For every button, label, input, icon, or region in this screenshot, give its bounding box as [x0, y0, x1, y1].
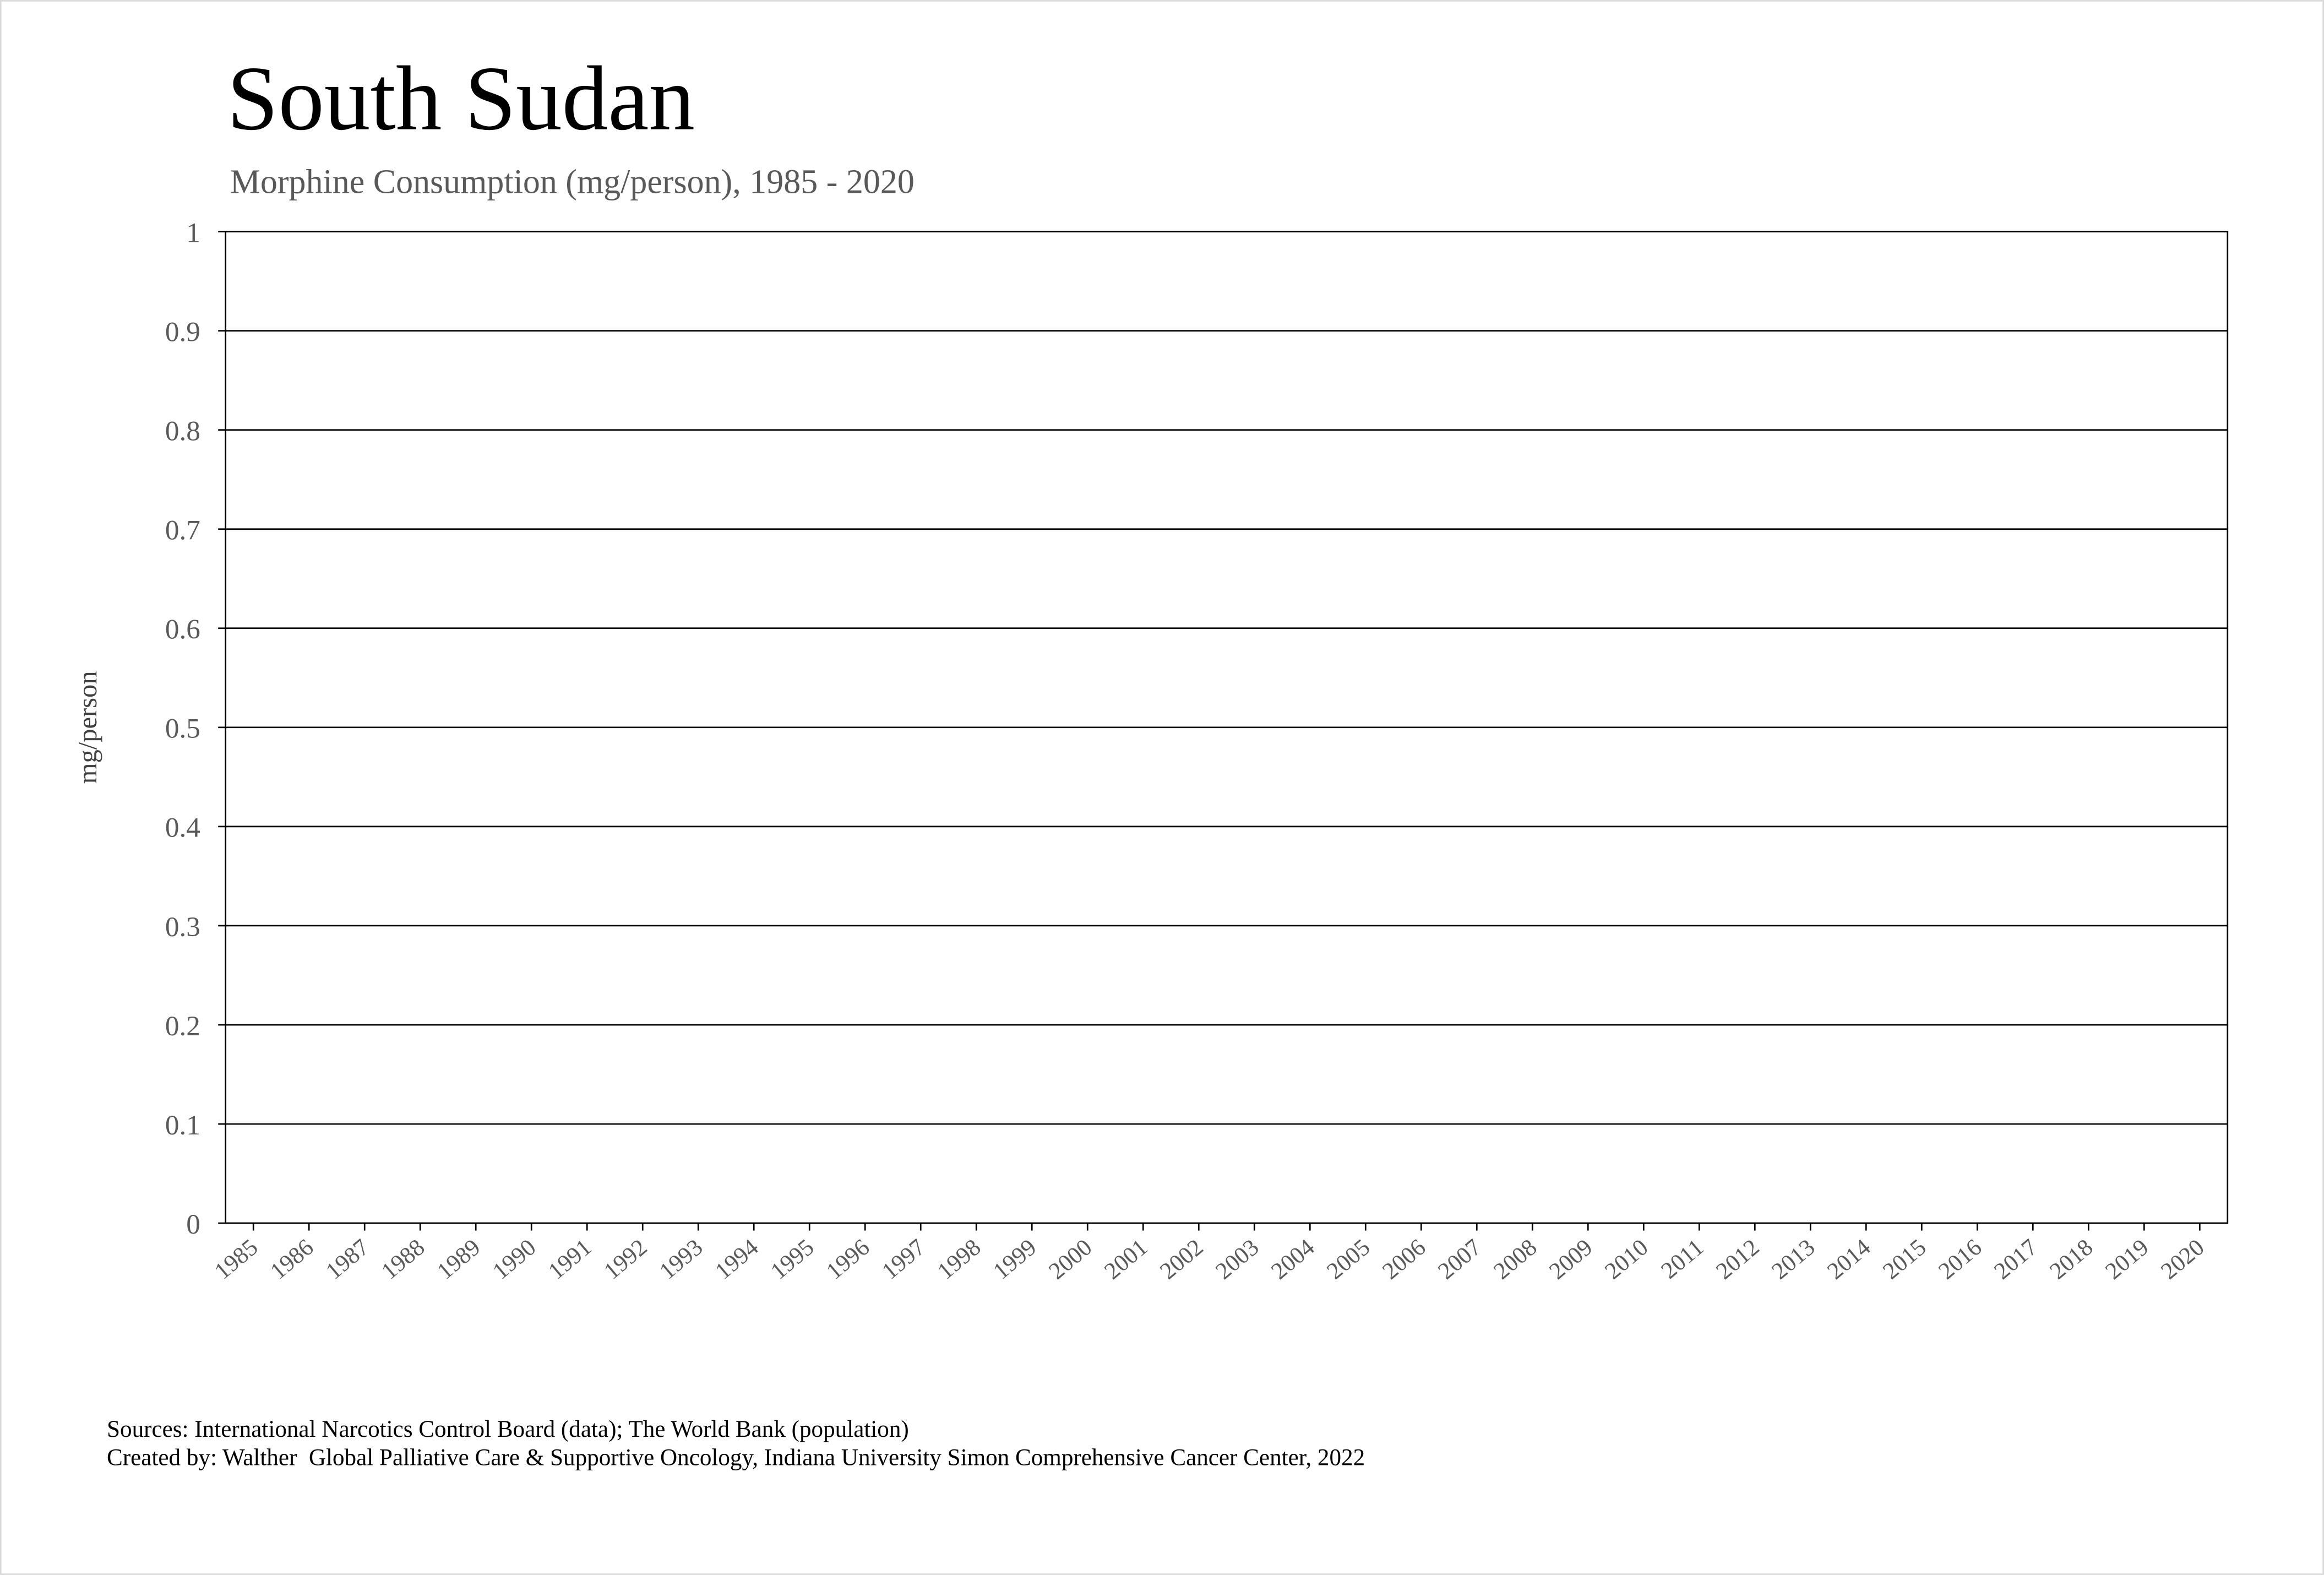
y-tick-label: 0.5 — [165, 713, 200, 745]
y-tick-label: 0.1 — [165, 1110, 200, 1141]
y-tick-label: 0.7 — [165, 515, 200, 546]
y-tick-label: 0.4 — [165, 812, 200, 844]
credit-note: Created by: Walther Global Palliative Ca… — [107, 1444, 1365, 1470]
y-tick-label: 0.2 — [165, 1011, 200, 1042]
y-tick-label: 0.9 — [165, 316, 200, 347]
y-tick-label: 0 — [186, 1209, 200, 1240]
y-tick-label: 0.6 — [165, 614, 200, 645]
chart-title: South Sudan — [227, 48, 695, 150]
y-tick-label: 0.8 — [165, 416, 200, 447]
y-axis-label: mg/person — [73, 671, 102, 784]
sources-note: Sources: International Narcotics Control… — [107, 1416, 909, 1442]
chart-subtitle: Morphine Consumption (mg/person), 1985 -… — [230, 163, 915, 200]
y-tick-label: 0.3 — [165, 911, 200, 943]
plot-frame — [225, 231, 2229, 1224]
y-tick-label: 1 — [186, 217, 200, 248]
